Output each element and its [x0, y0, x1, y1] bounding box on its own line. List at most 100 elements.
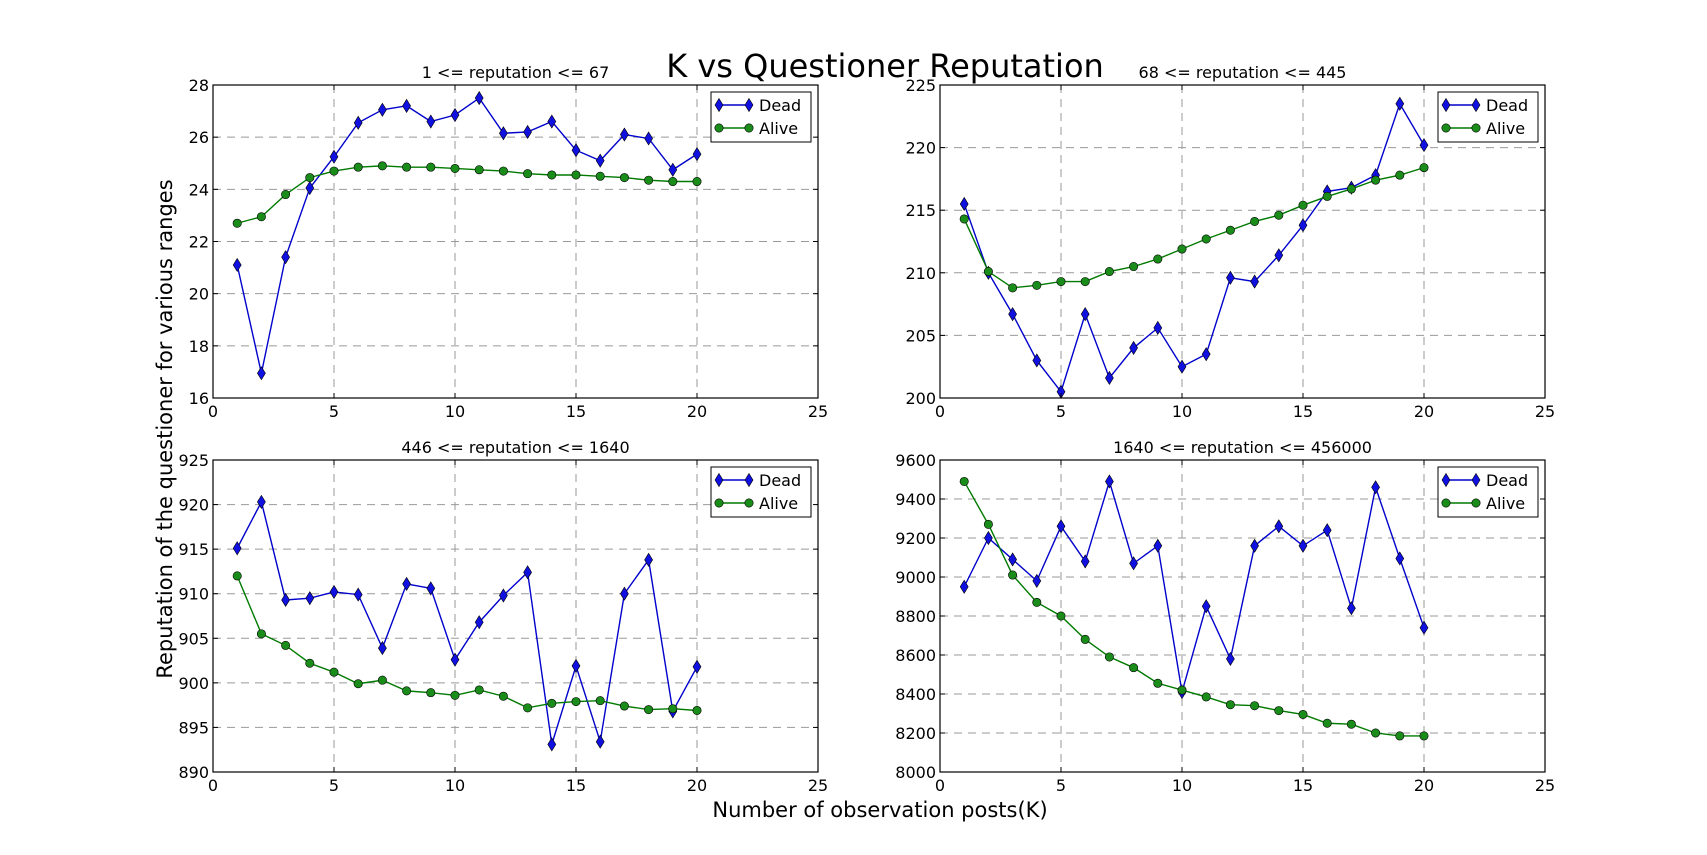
data-point-alive — [1419, 163, 1429, 173]
data-point-alive — [571, 697, 581, 707]
y-tick-label: 215 — [905, 201, 936, 220]
y-tick-label: 925 — [178, 451, 209, 470]
x-tick-label: 5 — [329, 402, 339, 421]
data-point-alive — [1008, 283, 1018, 293]
legend-marker-alive — [744, 123, 754, 133]
x-tick-label: 5 — [1056, 402, 1066, 421]
y-tick-label: 8800 — [895, 607, 936, 626]
data-point-dead — [1177, 359, 1187, 374]
legend-marker-dead — [1471, 472, 1481, 488]
data-point-dead — [329, 149, 339, 164]
subplot-title: 68 <= reputation <= 445 — [1139, 63, 1347, 82]
data-point-alive — [450, 690, 460, 700]
legend-marker-dead — [714, 472, 724, 488]
x-tick-label: 0 — [208, 402, 218, 421]
data-point-dead — [1080, 554, 1090, 569]
x-tick-label: 15 — [1293, 776, 1313, 795]
data-point-dead — [1153, 538, 1163, 553]
x-tick-label: 15 — [1293, 402, 1313, 421]
data-point-alive — [644, 175, 654, 185]
data-point-alive — [983, 519, 993, 529]
legend-marker-dead — [1471, 97, 1481, 113]
x-tick-label: 0 — [935, 402, 945, 421]
data-point-dead — [305, 180, 315, 196]
data-point-alive — [1129, 663, 1139, 673]
data-point-alive — [1274, 706, 1284, 716]
legend-label-alive: Alive — [759, 494, 798, 513]
data-point-alive — [426, 162, 436, 172]
data-point-dead — [474, 90, 484, 106]
data-point-alive — [402, 162, 412, 172]
y-tick-label: 8000 — [895, 763, 936, 782]
x-tick-label: 20 — [1414, 402, 1434, 421]
data-point-dead — [426, 581, 436, 596]
data-point-alive — [232, 218, 242, 228]
data-point-alive — [1080, 634, 1090, 644]
y-tick-label: 905 — [178, 629, 209, 648]
x-tick-label: 5 — [329, 776, 339, 795]
data-point-alive — [1298, 709, 1308, 719]
data-point-dead — [595, 734, 605, 749]
legend-label-dead: Dead — [759, 471, 801, 490]
data-point-alive — [983, 267, 993, 277]
data-point-dead — [1201, 347, 1211, 362]
data-point-dead — [257, 494, 266, 509]
data-point-alive — [1056, 611, 1066, 621]
x-tick-label: 15 — [566, 402, 586, 421]
data-point-dead — [1153, 320, 1163, 335]
data-point-alive — [353, 679, 363, 689]
y-tick-label: 9200 — [895, 529, 936, 548]
data-point-dead — [571, 143, 581, 158]
data-point-dead — [692, 659, 702, 674]
x-tick-label: 5 — [1056, 776, 1066, 795]
data-point-alive — [1104, 267, 1114, 277]
data-point-alive — [1056, 277, 1066, 287]
data-point-dead — [474, 615, 484, 630]
x-tick-label: 0 — [208, 776, 218, 795]
legend-marker-alive — [1441, 498, 1451, 508]
y-tick-label: 20 — [189, 285, 209, 304]
data-point-alive — [595, 171, 605, 181]
series-line-dead — [236, 97, 698, 374]
y-tick-label: 895 — [178, 718, 209, 737]
legend-box — [1437, 91, 1539, 143]
data-point-alive — [1371, 175, 1381, 185]
data-point-alive — [668, 704, 678, 714]
subplot-2: 0 5 10 15 20 25 200 205 210 215 220 225 68 <= reputa… — [905, 63, 1555, 421]
y-tick-label: 24 — [189, 180, 209, 199]
data-point-alive — [377, 675, 387, 685]
data-point-dead — [1419, 620, 1429, 635]
data-point-alive — [402, 686, 412, 696]
y-tick-label: 9600 — [895, 451, 936, 470]
data-point-dead — [1347, 601, 1356, 616]
legend-label-dead: Dead — [759, 96, 801, 115]
y-tick-label: 8200 — [895, 724, 936, 743]
x-tick-label: 20 — [687, 776, 707, 795]
data-point-dead — [257, 366, 266, 381]
data-point-alive — [1177, 244, 1187, 254]
subplot-1: 0 5 10 15 20 25 16 18 20 22 24 26 28 1 <= reputation … — [189, 63, 829, 421]
data-point-alive — [523, 169, 533, 179]
data-point-dead — [353, 115, 363, 130]
y-tick-label: 22 — [189, 233, 209, 252]
data-point-dead — [547, 737, 557, 752]
data-point-alive — [692, 177, 702, 187]
data-point-dead — [1419, 138, 1429, 153]
data-point-dead — [426, 114, 436, 129]
data-point-dead — [1129, 340, 1138, 355]
legend-marker-alive — [1471, 123, 1481, 133]
y-tick-label: 9400 — [895, 490, 936, 509]
data-point-alive — [1032, 280, 1042, 290]
x-tick-label: 25 — [1535, 402, 1555, 421]
data-point-dead — [644, 131, 653, 146]
data-point-alive — [619, 701, 629, 711]
data-point-dead — [281, 250, 290, 265]
legend-marker-alive — [1471, 498, 1481, 508]
subplot-3: 0 5 10 15 20 25 890 895 900 905 910 915 920 925 446 <=… — [178, 438, 828, 795]
data-point-alive — [1153, 678, 1163, 688]
y-axis-label: Reputation of the questioner for various… — [153, 179, 177, 678]
y-tick-label: 16 — [189, 389, 209, 408]
data-point-dead — [644, 552, 653, 567]
x-tick-label: 25 — [1535, 776, 1555, 795]
legend-label-alive: Alive — [1486, 494, 1525, 513]
